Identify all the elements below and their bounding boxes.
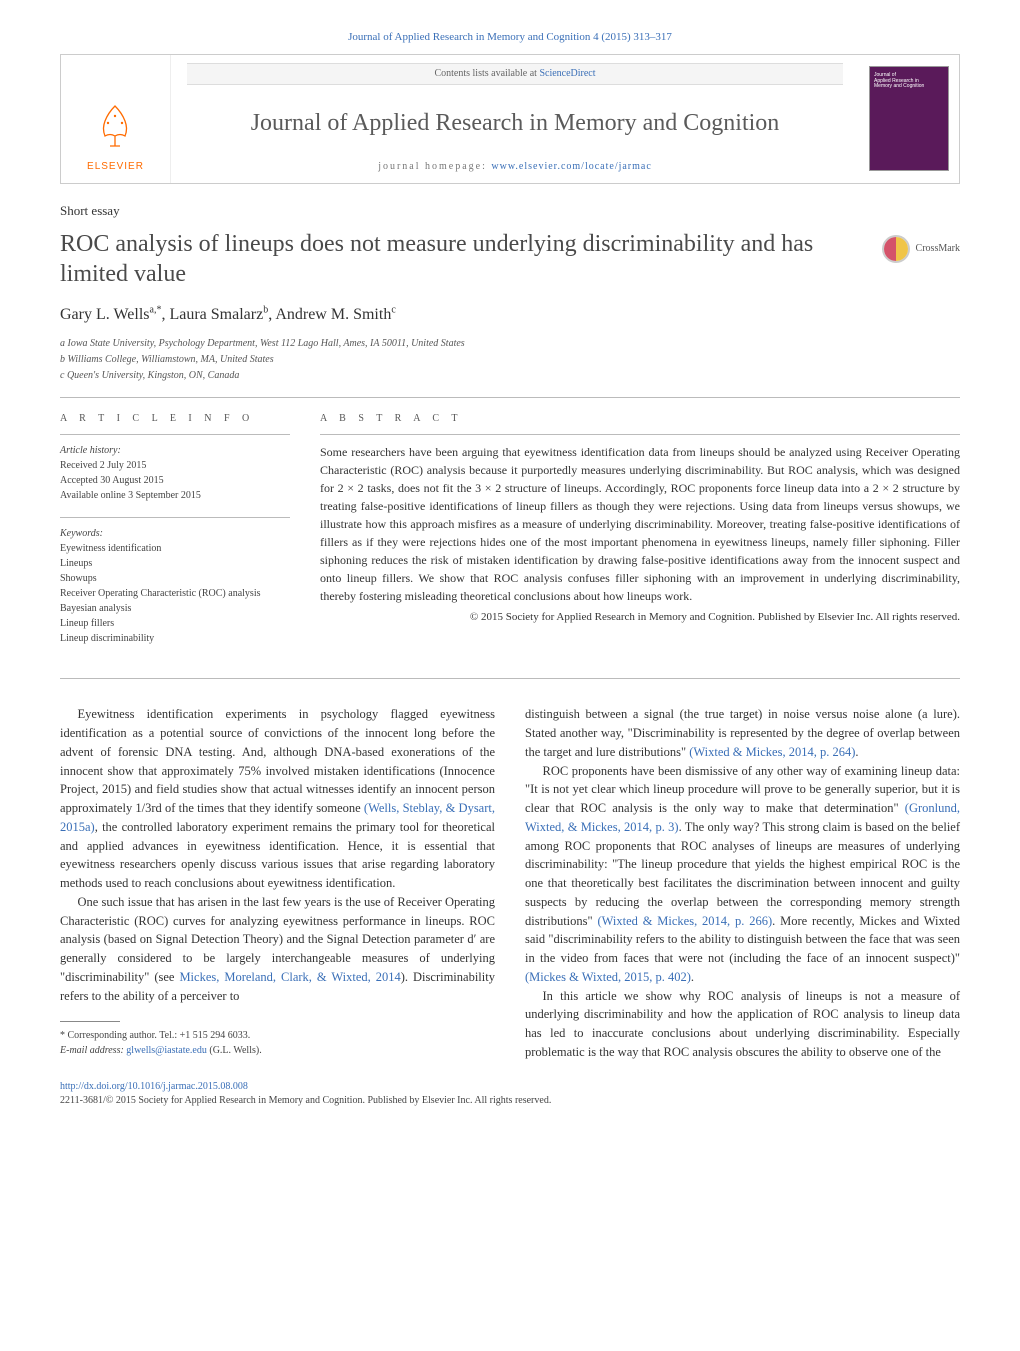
- footnotes: * Corresponding author. Tel.: +1 515 294…: [60, 1028, 495, 1058]
- doi-link[interactable]: http://dx.doi.org/10.1016/j.jarmac.2015.…: [60, 1081, 248, 1092]
- cover-thumb-cell: Journal of Applied Research in Memory an…: [859, 55, 959, 183]
- article-info-heading: A R T I C L E I N F O: [60, 412, 290, 427]
- elsevier-logo: ELSEVIER: [87, 101, 144, 175]
- email-line: E-mail address: glwells@iastate.edu (G.L…: [60, 1043, 495, 1058]
- keyword: Bayesian analysis: [60, 601, 290, 616]
- journal-header-bar: ELSEVIER Contents lists available at Sci…: [60, 54, 960, 184]
- sciencedirect-link[interactable]: ScienceDirect: [539, 68, 595, 79]
- keywords-block: Keywords: Eyewitness identification Line…: [60, 526, 290, 646]
- article-title: ROC analysis of lineups does not measure…: [60, 229, 862, 289]
- info-abstract-row: A R T I C L E I N F O Article history: R…: [60, 398, 960, 679]
- text-run: , the controlled laboratory experiment r…: [60, 820, 495, 890]
- history-received: Received 2 July 2015: [60, 458, 290, 473]
- keyword: Lineups: [60, 556, 290, 571]
- citation-link[interactable]: (Wixted & Mickes, 2014, p. 264): [689, 745, 855, 759]
- footnote-separator: [60, 1021, 120, 1022]
- email-label: E-mail address:: [60, 1045, 126, 1056]
- corresponding-author-note: * Corresponding author. Tel.: +1 515 294…: [60, 1028, 495, 1043]
- author-2: , Laura Smalarz: [161, 306, 263, 323]
- email-link[interactable]: glwells@iastate.edu: [126, 1045, 207, 1056]
- cover-line-3: Memory and Cognition: [874, 84, 944, 90]
- affiliations: a Iowa State University, Psychology Depa…: [60, 336, 960, 383]
- keyword: Showups: [60, 571, 290, 586]
- body-column-left: Eyewitness identification experiments in…: [60, 705, 495, 1061]
- body-column-right: distinguish between a signal (the true t…: [525, 705, 960, 1061]
- keyword: Eyewitness identification: [60, 541, 290, 556]
- history-label: Article history:: [60, 443, 290, 458]
- title-row: ROC analysis of lineups does not measure…: [60, 229, 960, 289]
- article-history-block: Article history: Received 2 July 2015 Ac…: [60, 443, 290, 503]
- body-paragraph: One such issue that has arisen in the la…: [60, 893, 495, 1006]
- body-paragraph: In this article we show why ROC analysis…: [525, 987, 960, 1062]
- history-accepted: Accepted 30 August 2015: [60, 473, 290, 488]
- divider-bottom: [60, 678, 960, 679]
- journal-name: Journal of Applied Research in Memory an…: [187, 106, 843, 141]
- keyword-list: Eyewitness identification Lineups Showup…: [60, 541, 290, 646]
- elsevier-wordmark: ELSEVIER: [87, 160, 144, 175]
- author-3: , Andrew M. Smith: [268, 306, 391, 323]
- history-online: Available online 3 September 2015: [60, 488, 290, 503]
- issn-copyright-line: 2211-3681/© 2015 Society for Applied Res…: [60, 1094, 960, 1109]
- contents-lists-line: Contents lists available at ScienceDirec…: [187, 63, 843, 86]
- body-paragraph: Eyewitness identification experiments in…: [60, 705, 495, 893]
- header-middle: Contents lists available at ScienceDirec…: [171, 55, 859, 183]
- text-run: Eyewitness identification experiments in…: [60, 707, 495, 815]
- citation-link[interactable]: Mickes, Moreland, Clark, & Wixted, 2014: [179, 970, 400, 984]
- author-3-affil: c: [391, 304, 395, 315]
- text-run: . The only way? This strong claim is bas…: [525, 820, 960, 928]
- article-info-column: A R T I C L E I N F O Article history: R…: [60, 412, 290, 661]
- abstract-heading: A B S T R A C T: [320, 412, 960, 427]
- page: Journal of Applied Research in Memory an…: [0, 0, 1020, 1139]
- crossmark-label: CrossMark: [916, 242, 960, 257]
- info-divider-1: [60, 434, 290, 435]
- body-paragraph: distinguish between a signal (the true t…: [525, 705, 960, 761]
- body-columns: Eyewitness identification experiments in…: [60, 705, 960, 1061]
- running-head-citation: Journal of Applied Research in Memory an…: [60, 30, 960, 46]
- keyword: Lineup fillers: [60, 616, 290, 631]
- affiliation-a: a Iowa State University, Psychology Depa…: [60, 336, 960, 351]
- contents-prefix: Contents lists available at: [434, 68, 539, 79]
- keyword: Lineup discriminability: [60, 631, 290, 646]
- body-paragraph: ROC proponents have been dismissive of a…: [525, 762, 960, 987]
- author-1: Gary L. Wells: [60, 306, 150, 323]
- email-who: (G.L. Wells).: [207, 1045, 262, 1056]
- abstract-divider: [320, 434, 960, 435]
- journal-homepage-link[interactable]: www.elsevier.com/locate/jarmac: [491, 161, 651, 172]
- abstract-column: A B S T R A C T Some researchers have be…: [320, 412, 960, 661]
- abstract-copyright: © 2015 Society for Applied Research in M…: [320, 609, 960, 626]
- text-run: .: [691, 970, 694, 984]
- page-footer: http://dx.doi.org/10.1016/j.jarmac.2015.…: [60, 1080, 960, 1109]
- crossmark-icon: [882, 235, 910, 263]
- authors-line: Gary L. Wellsa,*, Laura Smalarzb, Andrew…: [60, 303, 960, 326]
- text-run: ROC proponents have been dismissive of a…: [525, 764, 960, 816]
- affiliation-b: b Williams College, Williamstown, MA, Un…: [60, 352, 960, 367]
- text-run: .: [855, 745, 858, 759]
- crossmark-badge[interactable]: CrossMark: [882, 235, 960, 263]
- elsevier-tree-icon: [90, 101, 140, 151]
- publisher-logo-cell: ELSEVIER: [61, 55, 171, 183]
- journal-homepage-line: journal homepage: www.elsevier.com/locat…: [187, 160, 843, 175]
- homepage-prefix: journal homepage:: [378, 161, 491, 172]
- article-type: Short essay: [60, 202, 960, 221]
- info-divider-2: [60, 517, 290, 518]
- abstract-text: Some researchers have been arguing that …: [320, 443, 960, 605]
- keyword: Receiver Operating Characteristic (ROC) …: [60, 586, 290, 601]
- citation-link[interactable]: (Wixted & Mickes, 2014, p. 266): [597, 914, 772, 928]
- keywords-label: Keywords:: [60, 526, 290, 541]
- citation-link[interactable]: (Mickes & Wixted, 2015, p. 402): [525, 970, 691, 984]
- affiliation-c: c Queen's University, Kingston, ON, Cana…: [60, 368, 960, 383]
- journal-cover-thumbnail: Journal of Applied Research in Memory an…: [869, 66, 949, 171]
